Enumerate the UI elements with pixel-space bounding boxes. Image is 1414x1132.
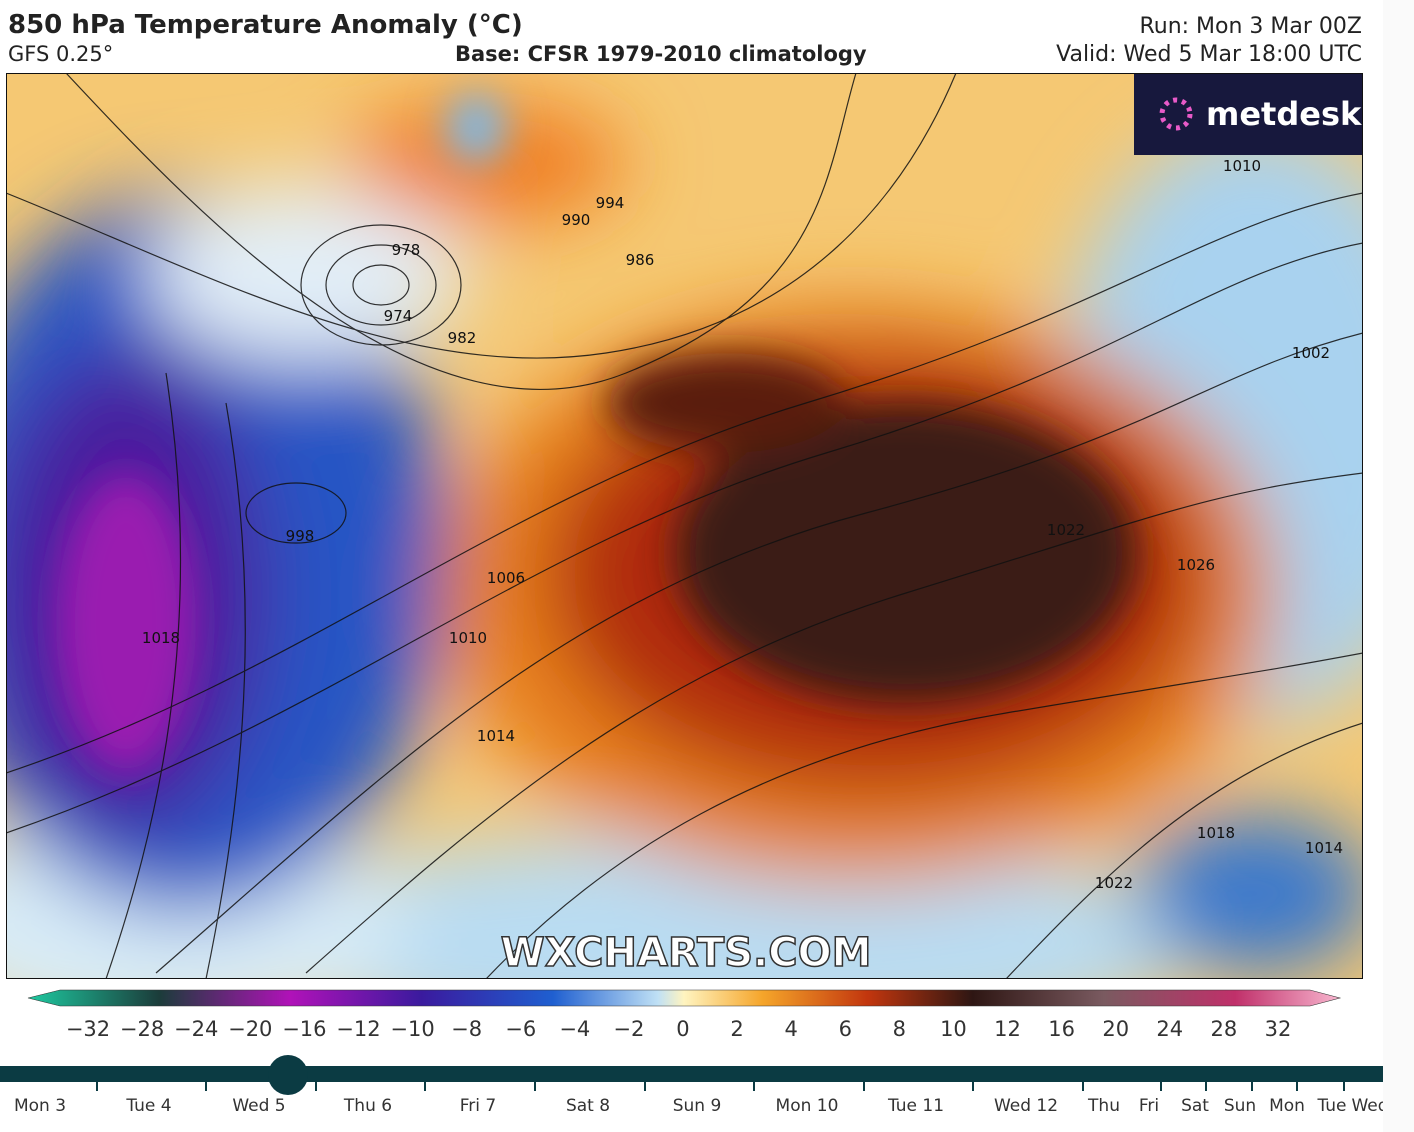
colorbar-label: −10 [390,1017,435,1041]
logo-box [1134,73,1362,155]
isobar-label: 1018 [1197,824,1235,842]
colorbar-label: −2 [613,1017,645,1041]
timeline-day[interactable]: Mon 3 [13,1096,67,1116]
timeline-tick [1160,1082,1162,1091]
model: GFS 0.25° [8,42,114,66]
timeline-tick [534,1082,536,1091]
timeline-tick [1251,1082,1253,1091]
timeline-day[interactable]: Fri 7 [459,1096,497,1116]
timeline-day[interactable]: Wed [1351,1096,1389,1116]
timeline-knob[interactable] [268,1055,308,1095]
timeline-tick [972,1082,974,1091]
colorbar-label: −24 [174,1017,219,1041]
run: Run: Mon 3 Mar 00Z [1139,14,1362,39]
colorbar-label: 2 [730,1017,744,1041]
colorbar-label: −6 [505,1017,537,1041]
title: 850 hPa Temperature Anomaly (°C) [8,10,523,40]
isobar-label: 986 [626,251,655,269]
colorbar-label: −20 [228,1017,273,1041]
isobar-label: 1026 [1177,556,1215,574]
timeline-tick [205,1082,207,1091]
isobar-label: 982 [448,329,477,347]
colorbar-label: 8 [892,1017,907,1041]
isobar-label: 1006 [487,569,525,587]
isobar-label: 1010 [1223,157,1261,175]
colorbar-label: −16 [282,1017,327,1041]
isobar-label: 998 [286,527,315,545]
timeline-tick [96,1082,98,1091]
timeline-track[interactable] [0,1066,1383,1082]
colorbar-label: 10 [940,1017,967,1041]
timeline-tick [424,1082,426,1091]
isobar-label: 994 [596,194,625,212]
side-strip [1383,0,1414,1132]
timeline-day[interactable]: Sat 8 [565,1096,611,1116]
isobar-label: 1022 [1047,521,1085,539]
colorbar-label: 24 [1156,1017,1184,1041]
timeline-tick [1205,1082,1207,1091]
isobar-label: 1018 [142,629,180,647]
isobar-label: 1014 [477,727,515,745]
timeline-tick [315,1082,317,1091]
timeline-tick [863,1082,865,1091]
timeline-day[interactable]: Tue [1317,1096,1347,1116]
isobar-label: 1002 [1292,344,1330,362]
timeline-day[interactable]: Sun 9 [672,1096,722,1116]
timeline-day[interactable]: Thu [1088,1096,1120,1116]
colorbar-label: 28 [1210,1017,1238,1041]
colorbar-label: 12 [994,1017,1021,1041]
colorbar-label: −8 [451,1017,483,1041]
isobar-label: 1014 [1305,839,1343,857]
timeline-day[interactable]: Mon [1269,1096,1305,1116]
isobar-label: 974 [384,307,413,325]
timeline-day[interactable]: Sat [1181,1096,1209,1116]
timeline-day[interactable]: Tue 4 [126,1096,172,1116]
timeline-day[interactable]: Fri [1138,1096,1160,1116]
timeline-day[interactable]: Sun [1223,1096,1257,1116]
isobar-label: 990 [562,211,591,229]
timeline-day[interactable]: Tue 11 [887,1096,945,1116]
colorbar-label: −4 [559,1017,591,1041]
colorbar-label: 0 [676,1017,690,1041]
timeline-tick [753,1082,755,1091]
isobar-label: 978 [392,241,421,259]
colorbar-label: 32 [1264,1017,1292,1041]
base: Base: CFSR 1979-2010 climatology [455,42,867,66]
colorbar-label: −32 [65,1017,111,1041]
timeline-day[interactable]: Wed 12 [993,1096,1059,1116]
colorbar-label: −28 [119,1017,165,1041]
map: 978 974 982 994 990 986 998 1006 1010 1014 1018 102… [6,73,1363,979]
isobar-label: 1010 [449,629,487,647]
logo: metdesk [1206,95,1362,133]
colorbar [27,989,1342,1007]
colorbar-label: 4 [784,1017,798,1041]
colorbar-label: 6 [838,1017,852,1041]
timeline-tick [644,1082,646,1091]
timeline-day[interactable]: Mon 10 [775,1096,839,1116]
timeline-tick [1296,1082,1298,1091]
timeline-day[interactable]: Wed 5 [232,1096,286,1116]
watermark: WXCHARTS.COM [501,930,872,976]
isobar-label: 1022 [1095,874,1133,892]
colorbar-label: −12 [336,1017,381,1041]
timeline-tick [1082,1082,1084,1091]
colorbar-label: 16 [1048,1017,1075,1041]
valid: Valid: Wed 5 Mar 18:00 UTC [1056,42,1362,67]
timeline-day[interactable]: Thu 6 [343,1096,393,1116]
timeline-tick [1343,1082,1345,1091]
colorbar-label: 20 [1102,1017,1130,1041]
